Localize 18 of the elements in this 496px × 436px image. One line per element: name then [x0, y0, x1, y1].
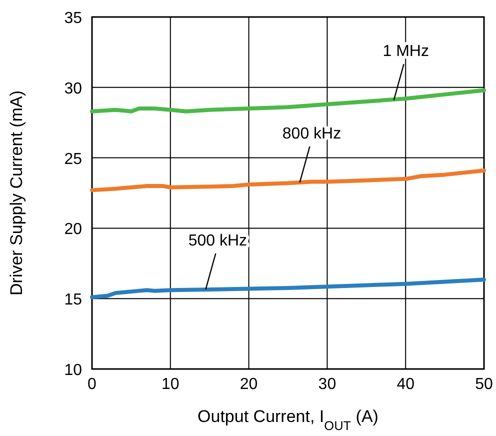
y-tick-label: 30 — [64, 80, 82, 98]
x-tick-label: 0 — [88, 376, 97, 393]
y-tick-label: 25 — [64, 150, 82, 168]
line-series — [90, 278, 486, 300]
y-tick-label: 35 — [64, 10, 82, 27]
x-tick-label: 50 — [475, 376, 493, 393]
y-tick-label: 20 — [64, 221, 82, 238]
line-series — [90, 168, 486, 192]
x-tick-label: 30 — [318, 376, 336, 393]
y-tick-label: 15 — [64, 292, 82, 309]
x-tick-label: 40 — [396, 376, 415, 393]
x-tick-label: 20 — [240, 376, 258, 393]
annotation: 500 kHz — [188, 232, 248, 250]
y-axis-title: Driver Supply Current (mA) — [7, 90, 26, 296]
x-tick-label: 10 — [162, 376, 180, 393]
x-axis-title: Output Current, I$_{OUT}$ (A) — [198, 407, 378, 432]
line-series — [90, 88, 486, 114]
y-tick-label: 10 — [64, 362, 82, 379]
